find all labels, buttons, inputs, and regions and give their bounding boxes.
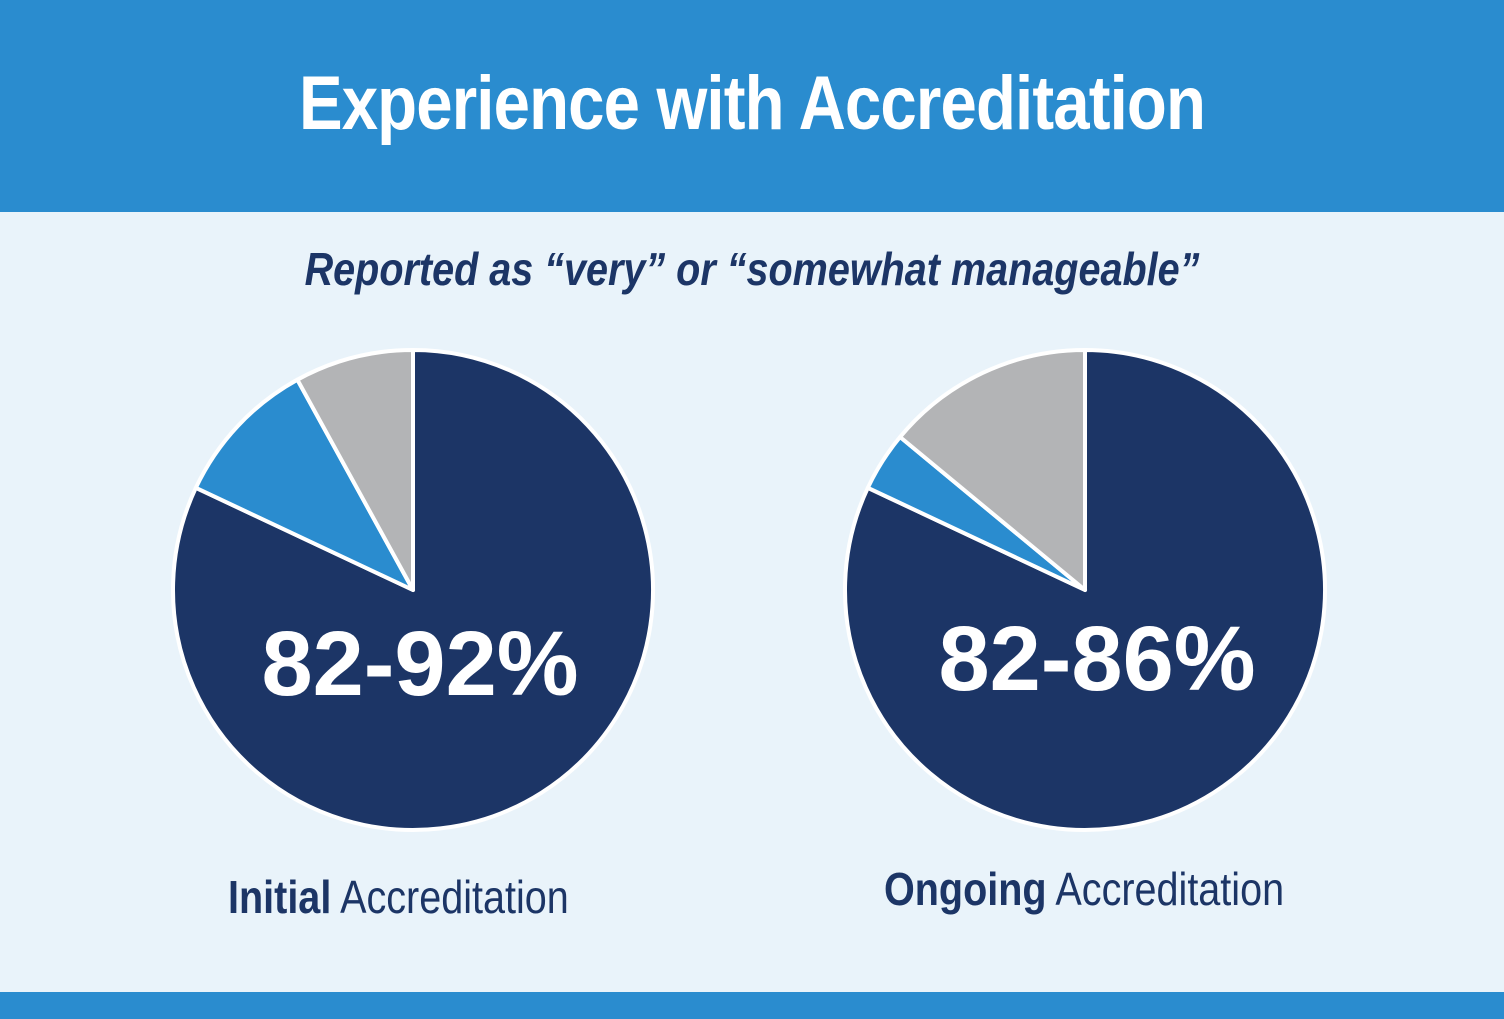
pie-slice-initial-1 xyxy=(193,377,415,592)
pie-slice-ongoing-0 xyxy=(843,348,1327,832)
pie-label-ongoing-regular: Accreditation xyxy=(1046,863,1285,915)
page-title: Experience with Accreditation xyxy=(298,61,1206,146)
pie-slice-ongoing-2 xyxy=(898,348,1087,592)
pie-slice-initial-0 xyxy=(171,348,655,832)
pie-label-initial-regular: Accreditation xyxy=(331,871,569,923)
pie-label-initial-bold: Initial xyxy=(228,871,332,923)
pie-label-ongoing: Ongoing Accreditation xyxy=(884,862,1284,916)
pie-slice-initial-2 xyxy=(295,348,415,592)
footer-band xyxy=(0,992,1504,1019)
page-subtitle: Reported as “very” or “somewhat manageab… xyxy=(304,243,1200,295)
pie-chart-initial: 82-92% xyxy=(171,348,655,832)
pie-chart-ongoing: 82-86% xyxy=(843,348,1327,832)
header-band xyxy=(0,0,1504,212)
pie-value-label-initial: 82-92% xyxy=(261,613,578,715)
pie-value-label-ongoing: 82-86% xyxy=(938,608,1255,710)
pie-label-initial: Initial Accreditation xyxy=(228,870,569,924)
pie-label-ongoing-bold: Ongoing xyxy=(884,863,1047,915)
